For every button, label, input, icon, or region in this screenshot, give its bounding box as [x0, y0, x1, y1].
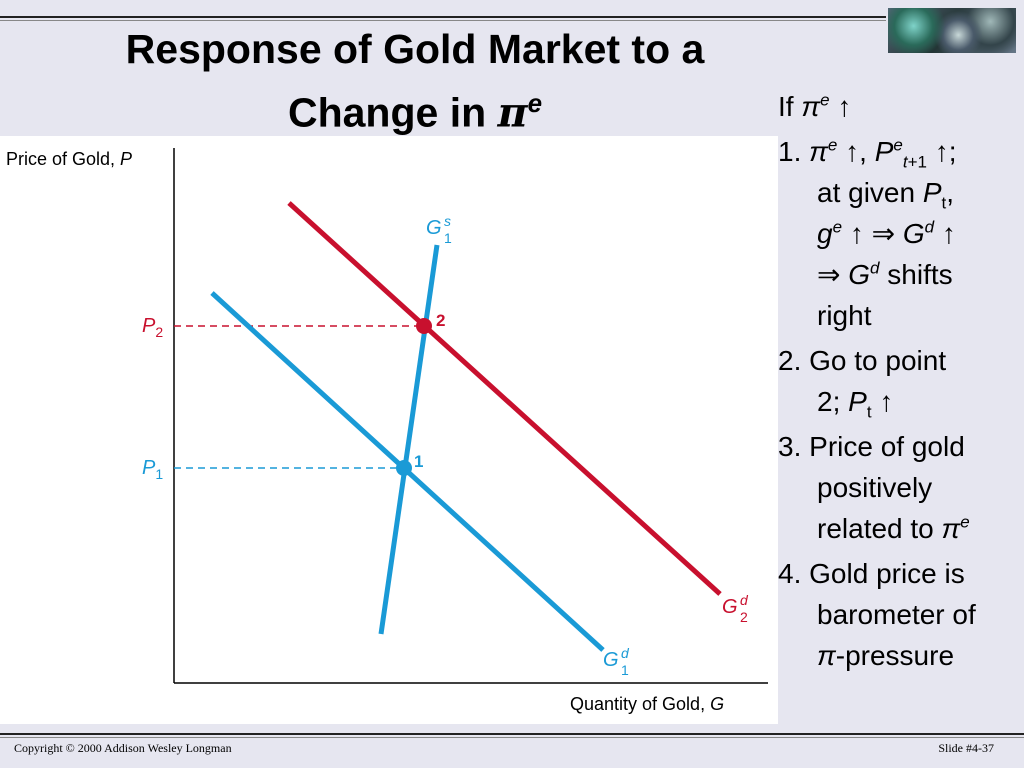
equilibrium-point-2 — [416, 318, 432, 334]
footer-rule-thin — [0, 737, 1024, 738]
note-item-1: 1. πe ↑, Pet+1 ↑; at given Pt, ge ↑ ⇒ Gd… — [778, 135, 957, 331]
svg-text:G: G — [426, 217, 442, 239]
note-item-4: 4. Gold price is barometer of π-pressure — [778, 558, 976, 671]
header-decorative-image — [888, 8, 1016, 53]
diagram-panel: Price of Gold, P Quantity of Gold, G 2 1… — [0, 136, 778, 724]
svg-text:s: s — [444, 213, 451, 229]
slide-title: Response of Gold Market to a Change in π… — [20, 22, 810, 140]
svg-text:d: d — [740, 592, 749, 608]
price-1-label: P1 — [142, 457, 163, 482]
demand-curve-2-label: G d 2 — [722, 592, 749, 625]
gold-market-diagram: Price of Gold, P Quantity of Gold, G 2 1… — [6, 148, 768, 714]
point-2-label: 2 — [436, 311, 445, 330]
title-line-2: Change in πe — [287, 88, 543, 137]
svg-text:2: 2 — [740, 609, 748, 625]
copyright-text: Copyright © 2000 Addison Wesley Longman — [14, 741, 232, 755]
svg-text:1: 1 — [444, 230, 452, 246]
demand-curve-2 — [287, 201, 722, 596]
title-line-1: Response of Gold Market to a — [125, 26, 705, 72]
note-item-3: 3. Price of gold positively related to π… — [778, 431, 970, 544]
supply-curve-label: G s 1 — [426, 213, 452, 246]
slide-number: Slide #4-37 — [938, 741, 994, 755]
svg-text:G: G — [722, 596, 738, 618]
demand-curve-1-label: G d 1 — [603, 645, 630, 678]
svg-text:1: 1 — [621, 662, 629, 678]
x-axis-label: Quantity of Gold, G — [570, 694, 724, 714]
title-sup: e — [527, 88, 543, 118]
svg-text:d: d — [621, 645, 630, 661]
footer-rule — [0, 733, 1024, 735]
notes-panel: If πe ↑ 1. πe ↑, Pet+1 ↑; at given Pt, g… — [778, 86, 1024, 676]
point-1-label: 1 — [414, 452, 423, 471]
top-rule — [0, 16, 886, 18]
top-rule-thin — [0, 20, 886, 21]
note-item-2: 2. Go to point 2; Pt ↑ — [778, 345, 947, 422]
supply-curve — [378, 244, 440, 635]
y-axis-label: Price of Gold, P — [6, 149, 132, 169]
svg-text:G: G — [603, 649, 619, 671]
notes-intro: If πe ↑ — [778, 90, 852, 122]
title-pi: π — [497, 88, 528, 137]
price-2-label: P2 — [142, 315, 163, 340]
equilibrium-point-1 — [396, 460, 412, 476]
